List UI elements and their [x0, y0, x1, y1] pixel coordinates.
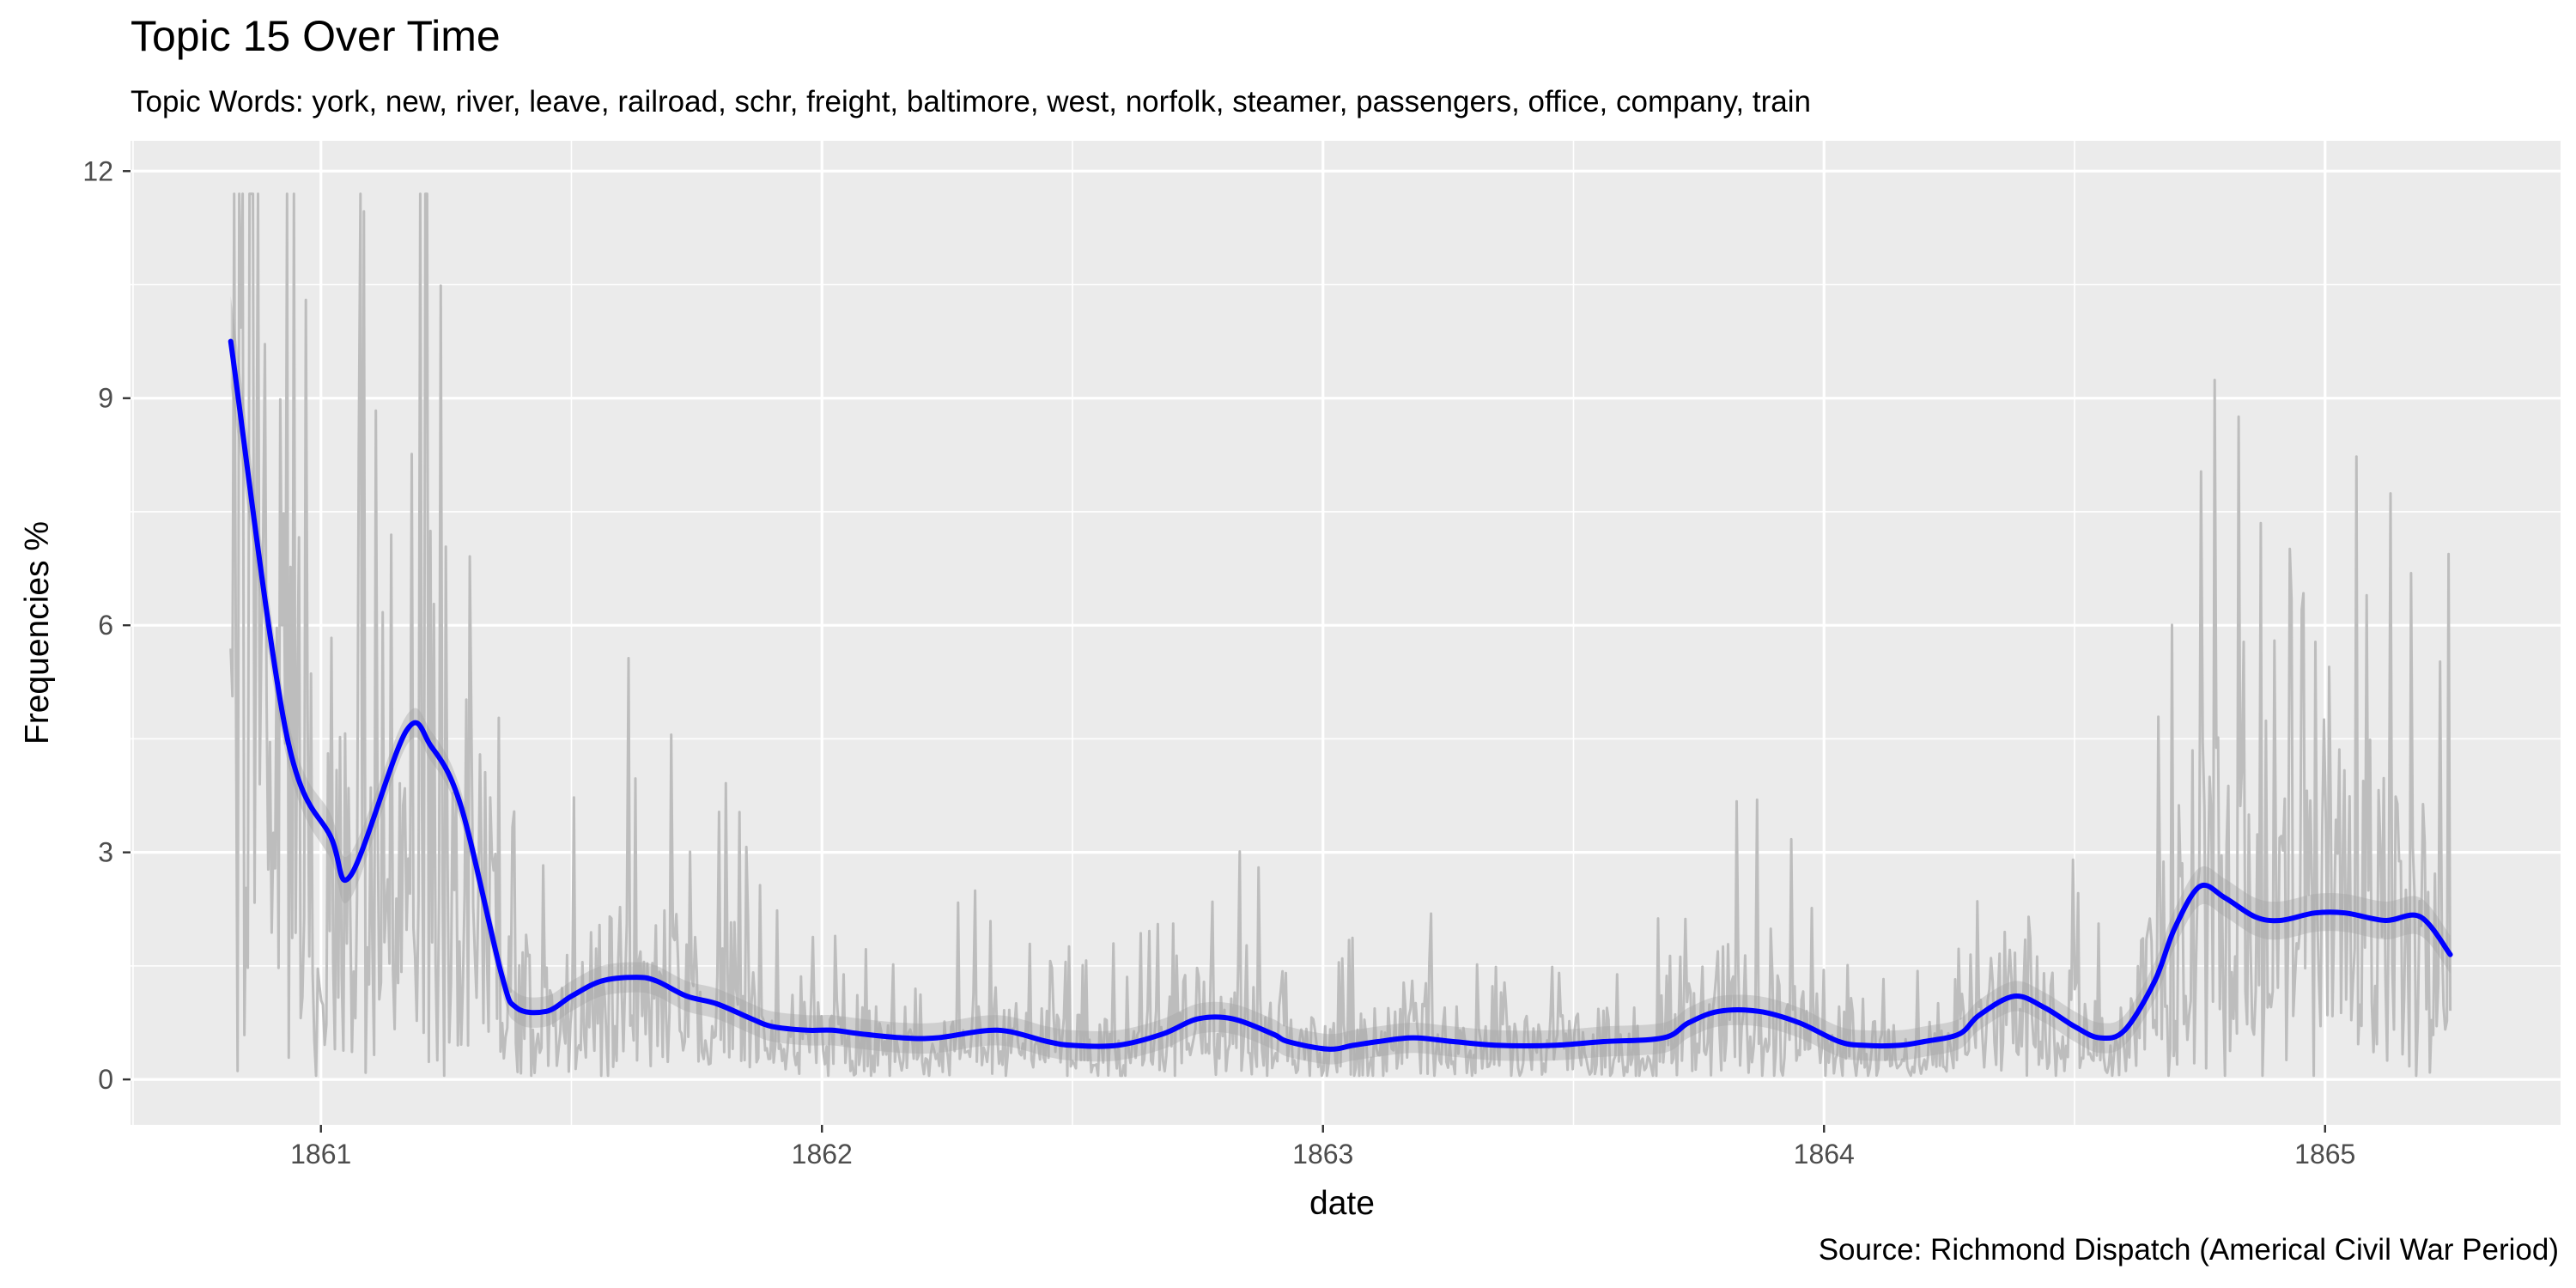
y-tick-label: 3	[98, 837, 113, 868]
y-axis: 0 3 6 9 12	[82, 155, 131, 1095]
y-tick-label: 6	[98, 610, 113, 641]
y-tick-label: 0	[98, 1064, 113, 1095]
x-axis: 1861 1862 1863 1864 1865	[290, 1125, 2355, 1170]
chart-subtitle: Topic Words: york, new, river, leave, ra…	[131, 85, 1811, 118]
major-gridlines	[131, 141, 2561, 1125]
plot-panel	[131, 141, 2561, 1125]
x-tick-label: 1865	[2294, 1139, 2355, 1170]
minor-gridlines	[131, 141, 2561, 1125]
raw-frequency-series	[229, 192, 2452, 1078]
y-tick-label: 12	[82, 155, 113, 186]
raw-frequency-line	[229, 192, 2452, 1078]
x-tick-label: 1863	[1292, 1139, 1353, 1170]
x-tick-label: 1864	[1794, 1139, 1855, 1170]
x-tick-label: 1862	[792, 1139, 853, 1170]
y-tick-label: 9	[98, 383, 113, 414]
x-axis-title: date	[1309, 1185, 1375, 1222]
x-tick-label: 1861	[290, 1139, 351, 1170]
chart-title: Topic 15 Over Time	[131, 12, 501, 60]
y-axis-title: Frequencies %	[19, 521, 56, 744]
chart-caption: Source: Richmond Dispatch (Americal Civi…	[1819, 1233, 2559, 1267]
smoothed-trend-line	[228, 338, 2453, 1052]
